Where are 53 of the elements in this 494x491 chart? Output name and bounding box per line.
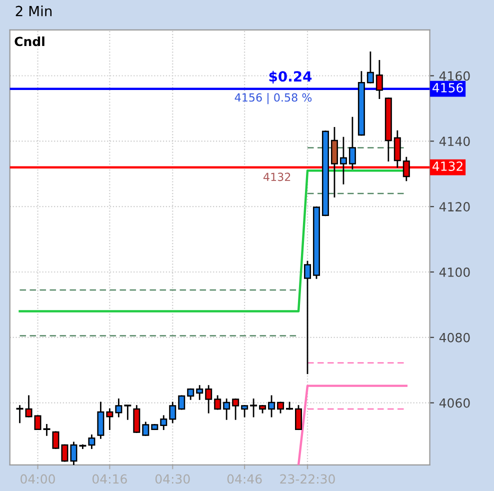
candlestick <box>196 385 204 400</box>
ref-line-label: 4156 <box>432 83 463 92</box>
candlestick <box>178 395 186 410</box>
candlestick <box>330 127 338 198</box>
candlestick <box>232 398 240 420</box>
annotation: 4156 | 0.58 % <box>234 93 312 104</box>
candlestick <box>133 405 140 433</box>
candlestick <box>25 395 32 418</box>
candlestick <box>295 405 302 430</box>
candlestick <box>250 398 258 418</box>
candlestick <box>115 398 122 418</box>
annotation: 4132 <box>263 172 290 182</box>
candlestick <box>187 388 194 400</box>
y-tick-label: 4160 <box>439 71 470 81</box>
x-tick-label: 04:30 <box>155 474 190 484</box>
x-tick-label: 04:00 <box>20 474 55 484</box>
candlestick <box>205 385 212 414</box>
candlestick <box>16 405 24 424</box>
y-tick-label: 4100 <box>439 267 470 277</box>
candlestick <box>304 260 311 374</box>
y-tick-label: 4140 <box>439 136 470 146</box>
candlestick <box>268 395 276 418</box>
candlestick <box>348 116 356 170</box>
candlestick <box>376 60 383 100</box>
x-tick-label: 04:46 <box>227 474 262 484</box>
candlestick <box>277 402 284 414</box>
candlestick <box>241 405 248 418</box>
candlestick <box>52 431 60 449</box>
candlestick <box>88 434 96 449</box>
candlestick <box>79 444 86 449</box>
candlestick <box>366 52 374 84</box>
x-tick-label: 23-22:30 <box>280 474 335 484</box>
candlestick <box>61 444 68 462</box>
y-tick-label: 4060 <box>439 398 470 408</box>
candlestick <box>142 422 150 436</box>
annotation: $0.24 <box>269 70 312 84</box>
candlestick <box>106 408 114 430</box>
candlestick <box>169 402 176 424</box>
annotation: Cndl <box>14 36 44 46</box>
candlestick <box>97 402 104 439</box>
candlestick <box>394 130 401 168</box>
candlestick <box>70 442 78 465</box>
ref-line-label: 4132 <box>432 162 462 171</box>
x-tick-label: 04:16 <box>92 474 127 484</box>
candlestick <box>160 415 168 430</box>
y-tick-label: 4080 <box>439 332 470 342</box>
candlestick <box>214 395 222 410</box>
candlestick <box>402 156 410 182</box>
candlestick <box>340 136 347 184</box>
chart-title: 2 Min <box>16 6 52 16</box>
y-tick-label: 4120 <box>439 202 470 212</box>
candlestick <box>223 398 230 420</box>
candlestick <box>124 404 132 420</box>
